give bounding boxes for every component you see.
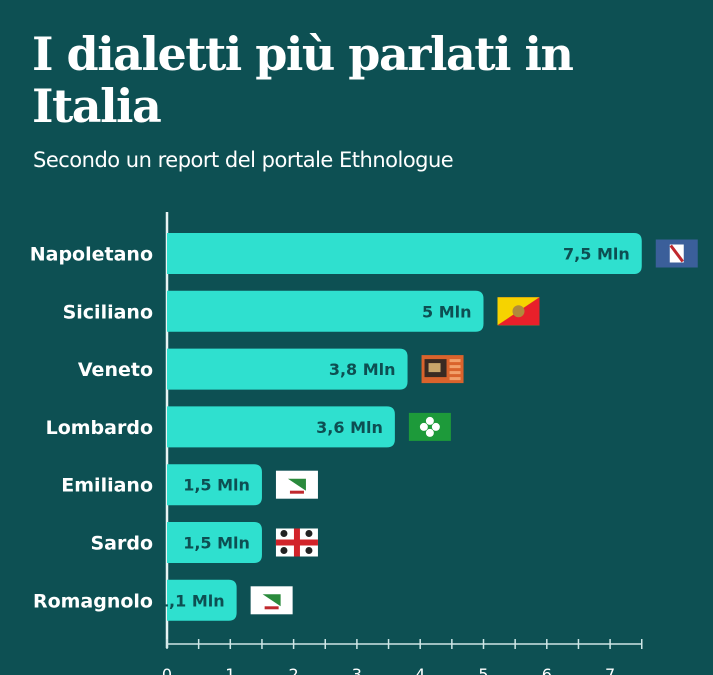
data-label: 5 Mln	[422, 302, 472, 321]
lombardy-flag-icon	[408, 412, 451, 441]
bar-napoletano	[167, 233, 642, 274]
x-tick-label: 6	[542, 665, 552, 675]
sicily-flag-icon	[497, 297, 540, 326]
x-tick-label: 4	[415, 665, 425, 675]
data-label: 1,5 Mln	[183, 476, 250, 495]
category-label: Emiliano	[61, 475, 153, 497]
data-label: 1,5 Mln	[183, 534, 250, 553]
sardinia-flag-icon	[275, 528, 318, 557]
x-tick-label: 1	[225, 665, 235, 675]
bar-lombardo	[167, 406, 395, 448]
x-tick-label: 3	[352, 665, 362, 675]
bar-siciliano	[167, 290, 484, 332]
emilia-romagna-flag-icon	[250, 586, 293, 615]
data-label: 3,6 Mln	[316, 418, 383, 437]
bar-veneto	[167, 348, 408, 390]
campania-flag-icon	[655, 239, 698, 268]
x-tick-label: 2	[289, 665, 299, 675]
data-label: 1,1 Mln	[158, 591, 225, 610]
category-label: Veneto	[78, 359, 153, 381]
bar-romagnolo	[167, 579, 237, 621]
bar-emiliano	[167, 464, 262, 506]
data-label: 7,5 Mln	[563, 245, 630, 264]
x-tick-label: 0	[162, 665, 172, 675]
veneto-flag-icon	[421, 355, 464, 384]
category-label: Napoletano	[30, 244, 153, 266]
x-tick-label: 5	[478, 665, 488, 675]
category-label: Romagnolo	[33, 590, 153, 612]
chart-subtitle: Secondo un report del portale Ethnologue	[33, 148, 454, 172]
category-label: Sardo	[90, 533, 153, 555]
category-label: Siciliano	[63, 301, 153, 323]
data-label: 3,8 Mln	[329, 360, 396, 379]
bar-sardo	[167, 522, 262, 563]
emilia-romagna-flag-icon	[275, 470, 318, 499]
chart-title: I dialetti più parlati in Italia	[32, 27, 574, 133]
x-tick-label: 7	[605, 665, 615, 675]
category-label: Lombardo	[46, 417, 153, 439]
